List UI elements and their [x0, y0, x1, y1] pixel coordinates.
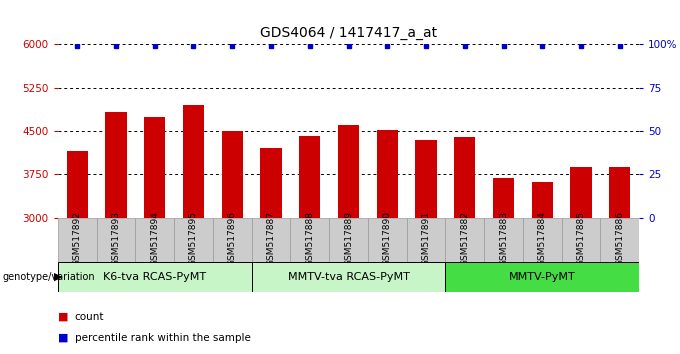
Bar [135, 218, 174, 262]
Text: ■: ■ [58, 333, 68, 343]
Bar [58, 262, 252, 292]
Bar [290, 218, 329, 262]
Bar [105, 113, 126, 218]
Text: GSM517883: GSM517883 [499, 211, 508, 267]
Bar [67, 151, 88, 218]
Bar [600, 218, 639, 262]
Bar [609, 167, 630, 218]
Bar [484, 218, 523, 262]
Text: GSM517896: GSM517896 [228, 211, 237, 267]
Text: GSM517885: GSM517885 [577, 211, 585, 267]
Bar [523, 218, 562, 262]
Bar [252, 218, 290, 262]
Bar [571, 167, 592, 218]
Bar [144, 117, 165, 218]
Bar [415, 140, 437, 218]
Bar [377, 130, 398, 218]
Bar [454, 137, 475, 218]
Bar [183, 105, 204, 218]
Bar [329, 218, 368, 262]
Bar [260, 148, 282, 218]
Bar [368, 218, 407, 262]
Text: GSM517894: GSM517894 [150, 211, 159, 267]
Text: GSM517882: GSM517882 [460, 211, 469, 267]
Text: GSM517893: GSM517893 [112, 211, 120, 267]
Bar [222, 131, 243, 218]
Text: MMTV-PyMT: MMTV-PyMT [509, 272, 576, 282]
Bar [407, 218, 445, 262]
Text: K6-tva RCAS-PyMT: K6-tva RCAS-PyMT [103, 272, 206, 282]
Text: percentile rank within the sample: percentile rank within the sample [75, 333, 251, 343]
Bar [338, 125, 359, 218]
Bar [213, 218, 252, 262]
Text: GSM517889: GSM517889 [344, 211, 353, 267]
Text: ▶: ▶ [54, 272, 63, 282]
Bar [445, 262, 639, 292]
Bar [58, 218, 97, 262]
Text: count: count [75, 312, 104, 322]
Text: ■: ■ [58, 312, 68, 322]
Text: MMTV-tva RCAS-PyMT: MMTV-tva RCAS-PyMT [288, 272, 409, 282]
Bar [445, 218, 484, 262]
Text: GSM517888: GSM517888 [305, 211, 314, 267]
Bar [299, 136, 320, 218]
Text: GSM517887: GSM517887 [267, 211, 275, 267]
Bar [493, 178, 514, 218]
Bar [532, 182, 553, 218]
Text: GSM517886: GSM517886 [615, 211, 624, 267]
Bar [97, 218, 135, 262]
Text: GSM517884: GSM517884 [538, 211, 547, 267]
Bar [252, 262, 445, 292]
Bar [562, 218, 600, 262]
Title: GDS4064 / 1417417_a_at: GDS4064 / 1417417_a_at [260, 27, 437, 40]
Text: GSM517890: GSM517890 [383, 211, 392, 267]
Bar [174, 218, 213, 262]
Text: genotype/variation: genotype/variation [2, 272, 95, 282]
Text: GSM517895: GSM517895 [189, 211, 198, 267]
Text: GSM517892: GSM517892 [73, 211, 82, 267]
Text: GSM517891: GSM517891 [422, 211, 430, 267]
